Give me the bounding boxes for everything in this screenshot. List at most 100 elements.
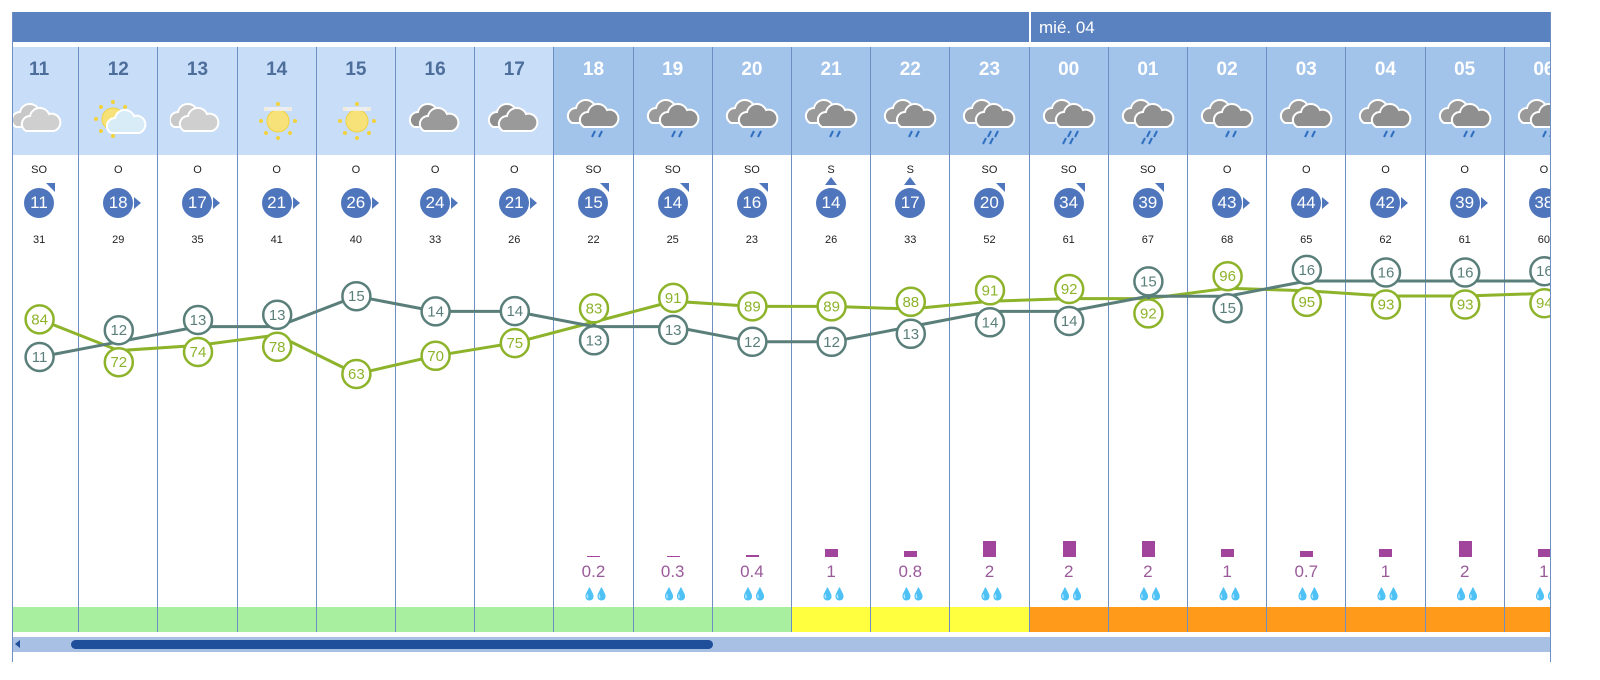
wind-speed-badge: 18: [103, 188, 134, 218]
hour-header: 16: [396, 47, 475, 155]
hour-label: 02: [1216, 59, 1238, 80]
wind-speed-badge: 15: [578, 188, 609, 218]
hour-header: 15: [316, 47, 395, 155]
precip-value: 0.8: [898, 562, 923, 581]
hour-header: 22: [871, 47, 950, 155]
rain-drops-icon: 💧💧: [1532, 587, 1550, 601]
precip-bar: [983, 541, 997, 557]
wind-speed-badge: 20: [974, 188, 1005, 218]
humidity-point: 83: [578, 293, 610, 325]
hour-label: 16: [424, 59, 446, 80]
hour-column: 19 SO 14 25 0.3 💧💧: [633, 47, 713, 632]
precip-value: 0.7: [1294, 562, 1319, 581]
hour-column: 18 SO 15 22 0.2 💧💧: [554, 47, 634, 632]
wind-speed-badge: 26: [340, 188, 371, 218]
wind-gust: 62: [1379, 234, 1392, 246]
divider: [1550, 12, 1551, 662]
rain-drops-icon: 💧💧: [978, 587, 1005, 601]
rain-drops-icon: 💧💧: [582, 587, 609, 601]
precip-bar: [1379, 549, 1393, 557]
scrollbar-thumb[interactable]: [71, 640, 713, 649]
wind-arrow-northeast-icon: [996, 183, 1006, 192]
svg-text:13: 13: [586, 332, 603, 349]
hour-header: 12: [79, 47, 158, 155]
hour-column: 17 O 21 26: [475, 47, 555, 632]
light-rain-weather-icon: [646, 98, 699, 138]
svg-text:12: 12: [823, 334, 840, 351]
svg-text:95: 95: [1298, 294, 1315, 311]
svg-text:14: 14: [1061, 313, 1078, 330]
light-rain-weather-icon: [804, 98, 858, 138]
wind-arrow-northeast-icon: [1154, 183, 1164, 192]
wind-gust: 23: [745, 234, 759, 246]
temperature-point: 14: [499, 295, 531, 327]
risk-level-yellow: [871, 607, 950, 632]
wind-direction: SO: [981, 164, 998, 176]
svg-text:75: 75: [506, 335, 523, 352]
svg-text:93: 93: [1378, 297, 1395, 314]
humidity-point: 96: [1212, 260, 1243, 292]
light-rain-weather-icon: [725, 98, 779, 138]
temperature-point: 12: [737, 326, 768, 358]
svg-text:13: 13: [190, 312, 207, 329]
wind-gust: 33: [428, 234, 442, 246]
rain-drops-icon: 💧💧: [820, 587, 847, 601]
wind-gust: 22: [587, 234, 600, 246]
wind-direction: O: [351, 164, 361, 176]
wind-speed-badge: 14: [816, 188, 846, 218]
humidity-point: 75: [499, 327, 531, 359]
wind-arrow-northeast-icon: [46, 183, 55, 192]
wind-arrow-east-icon: [1480, 197, 1488, 209]
risk-level-green: [237, 607, 316, 632]
precip-value: 1: [1539, 562, 1549, 581]
temperature-point: 13: [578, 323, 610, 356]
svg-text:89: 89: [823, 298, 840, 315]
cloudy-weather-icon: [13, 102, 62, 132]
humidity-point: 91: [974, 275, 1006, 306]
precip-bar: [825, 549, 838, 557]
svg-text:70: 70: [427, 348, 444, 365]
overcast-weather-icon: [408, 102, 460, 132]
wind-gust: 60: [1537, 234, 1550, 246]
svg-text:15: 15: [1140, 273, 1157, 290]
risk-level-orange: [1425, 607, 1504, 632]
risk-level-yellow: [950, 607, 1029, 632]
hour-header: 20: [712, 47, 791, 155]
light-rain-weather-icon: [1200, 98, 1254, 138]
temperature-point: 14: [974, 307, 1006, 338]
rain-drops-icon: 💧💧: [1295, 587, 1322, 601]
wind-gust: 26: [508, 234, 521, 246]
risk-level-green: [79, 607, 158, 632]
temperature-point: 16: [1370, 257, 1402, 288]
humidity-point: 89: [816, 291, 847, 322]
day-label: mié. 04: [1029, 12, 1095, 42]
horizontal-scrollbar[interactable]: [13, 637, 1550, 652]
risk-level-orange: [1346, 607, 1425, 632]
precip-value: 1: [1222, 562, 1232, 581]
scroll-left-arrow-icon[interactable]: [15, 640, 20, 648]
hour-column: 06 O 38 60 1 💧💧: [1504, 47, 1550, 632]
wind-gust: 65: [1300, 234, 1313, 246]
hour-header: 13: [158, 47, 237, 155]
temperature-point: 13: [261, 299, 293, 331]
wind-gust: 26: [824, 234, 838, 246]
temperature-point: 15: [1133, 266, 1164, 300]
hourly-forecast-table: mié. 04 11 SO 11 31 12 O 18 29 13 O 17 3…: [12, 12, 1550, 662]
hour-header: 23: [950, 47, 1029, 155]
humidity-point: 89: [737, 291, 768, 322]
svg-text:74: 74: [190, 344, 207, 361]
wind-direction: SO: [743, 164, 760, 176]
svg-text:96: 96: [1219, 268, 1236, 285]
hour-column: 00 SO 34 61 2 💧💧: [1029, 47, 1109, 632]
hour-header: 18: [554, 47, 633, 155]
wind-arrow-east-icon: [292, 197, 300, 209]
risk-level-green: [316, 607, 395, 632]
hour-column: 15 O 26 40: [316, 47, 396, 632]
temperature-point: 16: [1529, 255, 1550, 287]
wind-speed-badge: 44: [1291, 188, 1322, 218]
rain-weather-icon: [963, 98, 1016, 145]
wind-direction: O: [1222, 164, 1232, 176]
rain-drops-icon: 💧💧: [1453, 587, 1481, 601]
cloudy-weather-icon: [170, 102, 220, 132]
wind-direction: S: [906, 164, 914, 176]
